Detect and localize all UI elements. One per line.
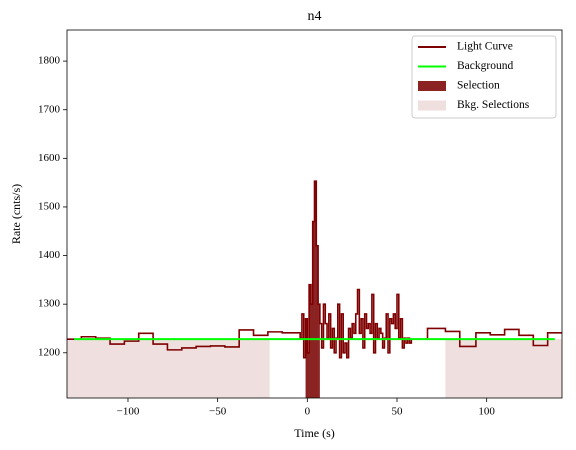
x-tick-label: −100 [117,406,140,418]
y-tick-label: 1600 [38,152,61,164]
legend-box [411,35,557,119]
plot-area [67,180,562,398]
legend-label: Bkg. Selections [457,99,530,111]
selection-bin [312,221,315,398]
selection-bin [310,304,314,398]
x-tick-label: 50 [392,406,404,418]
selection-bin [318,304,320,398]
y-tick-label: 1300 [38,298,61,310]
x-tick-label: 0 [305,406,311,418]
x-axis-label: Time (s) [294,426,335,440]
legend-swatch [418,100,446,111]
y-tick-label: 1700 [38,103,61,115]
selection-bin [316,245,319,398]
axes-frame [66,29,563,399]
x-tick-label: −50 [209,406,227,418]
bkg-selection [67,339,270,398]
y-tick-label: 1200 [38,346,61,358]
legend-label: Light Curve [457,41,513,53]
selection-bin [309,284,312,398]
y-tick-label: 1400 [38,249,61,261]
legend-swatch [418,81,446,91]
legend-label: Selection [457,80,500,92]
legend-label: Background [457,60,513,72]
selection-bin [314,181,317,398]
y-tick-label: 1500 [38,200,61,212]
legend: Light Curve Background Selection Bkg. Selec… [411,35,557,119]
y-axis-label: Rate (cnts/s) [9,184,23,244]
selection [305,181,320,398]
bkg-selection [445,339,562,398]
selection-bin [305,318,308,398]
x-tick-label: 100 [478,406,495,418]
y-tick-label: 1800 [38,55,61,67]
selection-bin [307,352,310,398]
chart-title: n4 [308,9,322,24]
